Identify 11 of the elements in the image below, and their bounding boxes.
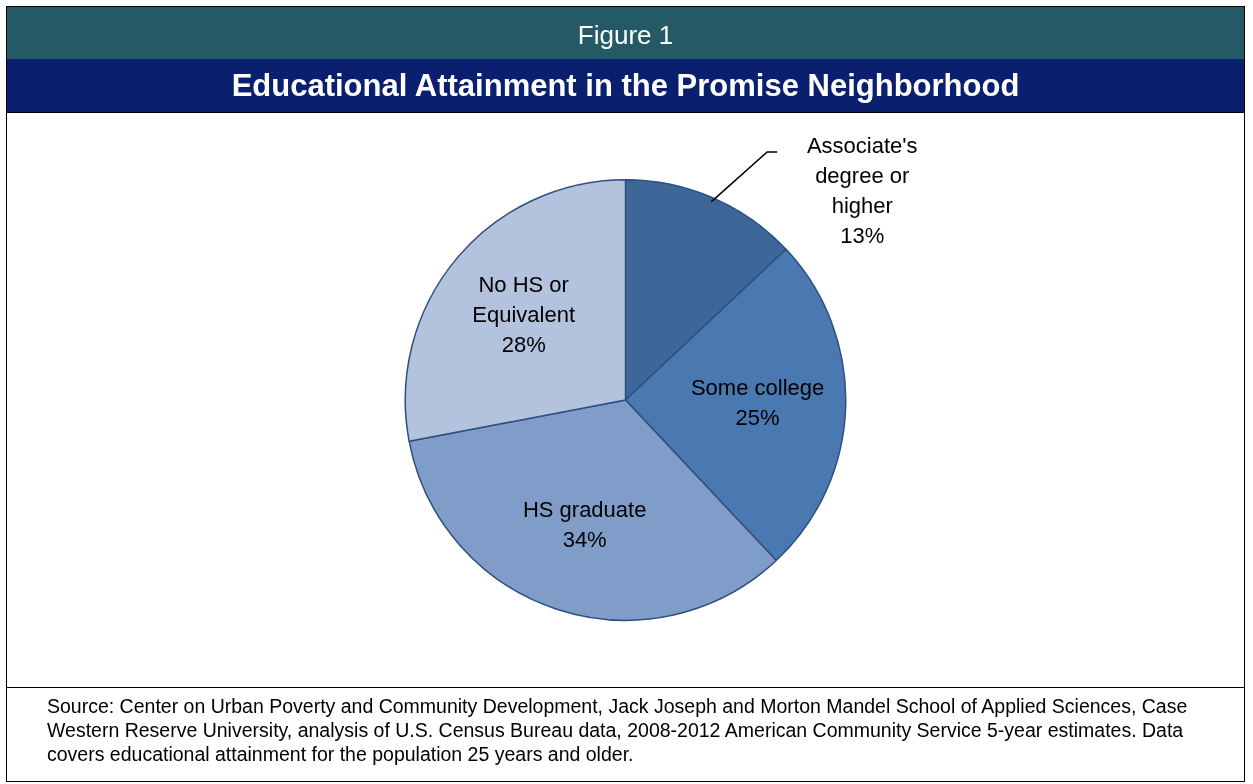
chart-subtitle: Educational Attainment in the Promise Neighborhood bbox=[7, 59, 1244, 113]
data-label: 13% bbox=[840, 222, 885, 248]
slice-label: No HS or Equivalent bbox=[472, 271, 576, 327]
data-label: 25% bbox=[735, 405, 780, 431]
slice-label: Some college bbox=[690, 375, 825, 401]
data-label: 28% bbox=[501, 331, 546, 357]
slice-label: Associate's degree or higher bbox=[806, 132, 918, 218]
data-label: 34% bbox=[562, 526, 607, 552]
slice-label: HS graduate bbox=[522, 496, 647, 522]
chart-title: Figure 1 bbox=[7, 7, 1244, 59]
source-note: Source: Center on Urban Poverty and Community Development, Jack Joseph and Morton Mandel School of Applied Sciences, Case Western Reserve University, analysis of U.S. Census Bureau data, 2008-2012 American Community Service 5-year estimates. Data covers educational attainment for the population 25 years and older. bbox=[46, 694, 1189, 766]
